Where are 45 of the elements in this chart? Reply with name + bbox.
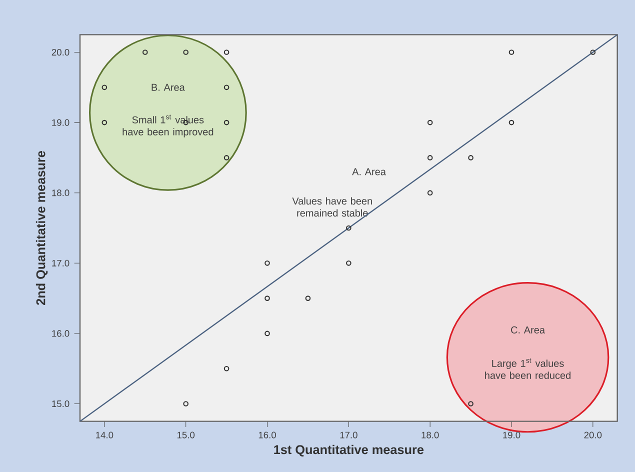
x-tick-label: 18.0 [422,432,439,438]
point [264,260,270,266]
annotation: C. Area [511,326,545,334]
point [427,120,433,126]
x-tick-label: 16.0 [258,432,276,438]
y-tick-label: 19.0 [52,119,70,126]
point [346,260,352,266]
annotation: Values have been remained stable [292,197,372,217]
y-tick-label: 15.0 [52,400,70,408]
x-tick-label: 19.0 [503,432,520,438]
annotation: B. Area [152,84,185,91]
point [264,330,270,336]
point [142,50,148,55]
point [468,401,474,406]
point [224,50,230,55]
point [183,401,189,406]
y-tick-label: 18.0 [52,190,70,196]
point [427,155,433,160]
x-axis-title: 1st Quantitative measure [274,444,424,456]
point [427,190,433,196]
x-tick-label: 20.0 [584,432,602,438]
point [590,50,596,55]
point [468,155,474,160]
point [508,120,514,126]
point [102,84,108,90]
point [224,120,230,126]
y-tick-label: 16.0 [52,330,70,337]
annotation: Large 1$^{st}$ values have been reduced [485,358,570,379]
y-tick-label: 20.0 [52,48,70,56]
y-axis-title: 2nd Quantitative measure [36,151,48,305]
point [224,366,230,372]
x-tick-label: 17.0 [340,432,358,438]
x-tick-label: 14.0 [96,432,114,438]
annotation: A. Area [352,168,386,176]
point [508,50,514,55]
point [224,155,230,160]
point [183,50,189,55]
point [102,120,108,126]
point [224,84,230,90]
annotation: Small 1$^{st}$ values have been improved [122,114,214,138]
point [346,225,352,231]
x-tick-label: 15.0 [177,432,195,438]
point [305,296,311,301]
y-tick-label: 17.0 [52,260,70,266]
point [264,296,270,301]
